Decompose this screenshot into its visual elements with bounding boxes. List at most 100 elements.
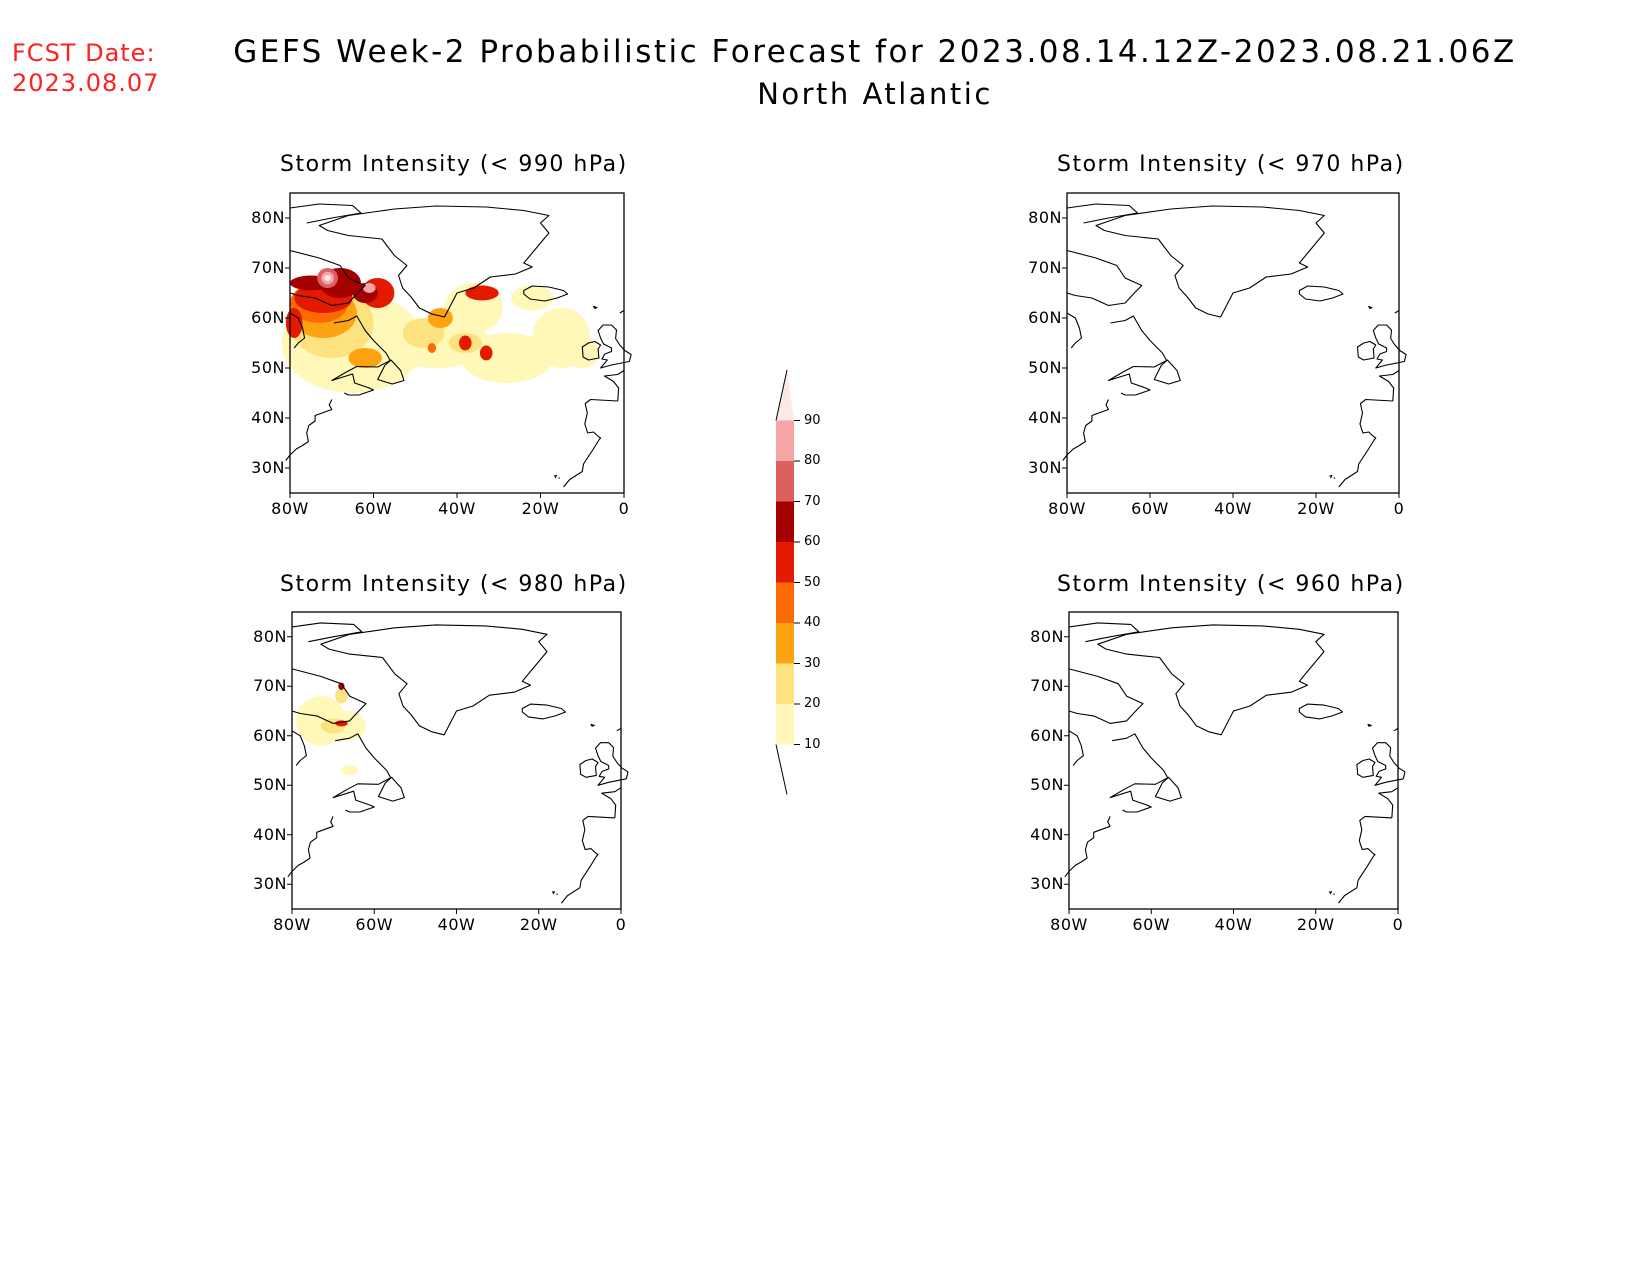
probability-shade (511, 285, 554, 311)
colorbar-bottom-edge (775, 744, 788, 795)
coastline (1333, 893, 1336, 896)
lon-tick-label: 60W (354, 499, 393, 518)
lat-tick-label: 40N (1028, 408, 1062, 427)
lon-tick-label: 20W (1297, 499, 1335, 518)
lat-tick-label: 40N (253, 824, 287, 844)
lon-tick-label: 20W (519, 915, 558, 934)
coastline (558, 477, 561, 479)
colorbar-level-label: 70 (804, 493, 821, 509)
lat-tick-label: 70N (1030, 676, 1064, 696)
coastline (556, 893, 559, 896)
lat-tick-label: 80N (251, 208, 285, 227)
lat-tick-label: 80N (253, 626, 287, 646)
coastline (1356, 340, 1377, 361)
lat-tick-label: 60N (1030, 725, 1064, 745)
coastline (1367, 723, 1372, 727)
lat-tick-label: 80N (1030, 626, 1064, 646)
coastline (560, 815, 615, 904)
coastline (1393, 727, 1399, 732)
coastline (1064, 816, 1111, 878)
lon-tick-label: 80W (273, 915, 311, 934)
probability-shade (465, 285, 499, 301)
coastline (1097, 624, 1325, 736)
fcst-date-value: 2023.08.07 (12, 69, 160, 97)
probability-shade (324, 275, 331, 281)
coastline (1298, 703, 1344, 720)
probability-shade (341, 765, 358, 776)
lat-tick-label: 60N (1028, 308, 1062, 327)
colorbar-level-label: 90 (804, 412, 821, 428)
map-frame-p980 (287, 611, 629, 914)
coastline (332, 733, 392, 813)
coastline (603, 370, 625, 402)
lat-tick-label: 80N (1028, 208, 1062, 227)
coastline (594, 742, 629, 786)
coastline (1066, 312, 1083, 349)
map-frame-p960 (1064, 611, 1406, 914)
lat-tick-label: 70N (1028, 258, 1062, 277)
lon-tick-label: 80W (271, 499, 309, 518)
coastline (1368, 305, 1373, 310)
map-frame-p970 (1062, 192, 1407, 498)
coastline (1378, 787, 1399, 818)
colorbar-swatch (776, 704, 794, 745)
coastline (601, 787, 622, 818)
coastline (581, 340, 602, 361)
coastline (1109, 733, 1169, 813)
lon-tick-label: 20W (1296, 915, 1335, 934)
coastline (285, 399, 333, 461)
coastline (1107, 315, 1168, 396)
colorbar-swatch (776, 663, 794, 704)
lat-tick-label: 70N (251, 258, 285, 277)
lon-tick-label: 40W (437, 915, 476, 934)
lon-tick-label: 0 (618, 499, 630, 518)
probability-shade (335, 688, 348, 704)
panel-title: Storm Intensity (< 990 hPa) (280, 152, 628, 177)
coastline (1153, 359, 1181, 385)
coastline (291, 622, 363, 643)
forecast-date-block: FCST Date: 2023.08.07 (12, 38, 159, 98)
probability-shade (324, 711, 367, 741)
coastline (1298, 285, 1344, 302)
coastline (619, 310, 625, 314)
colorbar-swatch (776, 461, 794, 502)
coastline (553, 474, 557, 479)
lon-tick-label: 80W (1048, 499, 1086, 518)
lon-tick-label: 60W (1132, 915, 1171, 934)
coastline (331, 315, 391, 396)
lat-tick-label: 40N (1030, 824, 1064, 844)
lon-tick-label: 0 (615, 915, 627, 934)
lat-tick-label: 60N (251, 308, 285, 327)
coastline (579, 758, 599, 778)
lon-tick-label: 20W (521, 499, 560, 518)
coastline (1333, 477, 1336, 479)
colorbar-top-edge (775, 369, 788, 421)
lon-tick-label: 40W (438, 499, 476, 518)
lat-tick-label: 30N (1028, 458, 1062, 477)
coastline (1372, 324, 1407, 369)
colorbar-swatch (776, 582, 794, 623)
colorbar-swatch (776, 542, 794, 583)
panel-title: Storm Intensity (< 980 hPa) (280, 572, 628, 597)
coastline (1338, 398, 1393, 488)
lat-tick-label: 70N (253, 676, 287, 696)
lat-tick-label: 60N (253, 725, 287, 745)
coastline (291, 668, 367, 724)
probability-shade (427, 343, 437, 353)
coastline (318, 205, 550, 318)
lon-tick-label: 0 (1393, 499, 1405, 518)
colorbar (775, 369, 800, 795)
coastline (616, 727, 622, 732)
coastline (377, 359, 405, 385)
colorbar-swatch (776, 420, 794, 461)
coastline (592, 305, 598, 310)
region-subtitle: North Atlantic (757, 77, 993, 111)
colorbar-level-label: 10 (804, 736, 821, 752)
coastline (597, 324, 632, 369)
lat-tick-label: 50N (253, 775, 287, 795)
lat-tick-label: 40N (251, 408, 285, 427)
coastline (1378, 370, 1400, 402)
coastline (291, 730, 307, 766)
coastline (1154, 776, 1182, 802)
colorbar-level-label: 60 (804, 534, 821, 549)
